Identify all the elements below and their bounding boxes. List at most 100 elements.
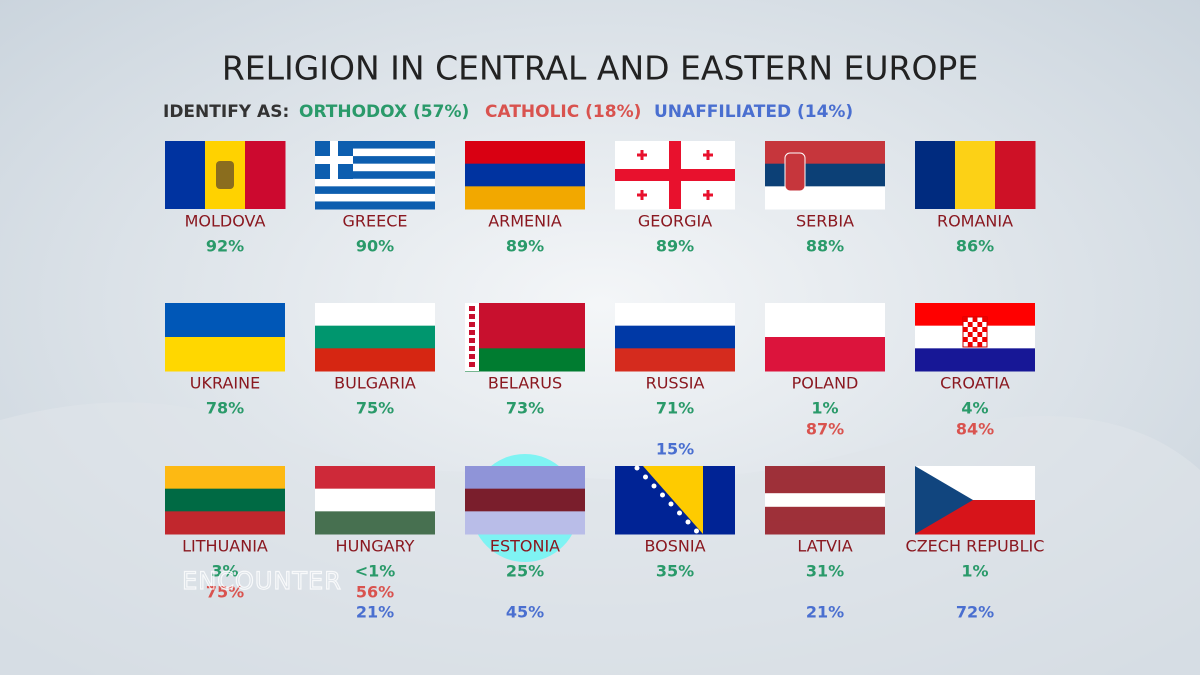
orthodox-share: 71% — [656, 399, 694, 418]
flag-stripe — [315, 148, 435, 157]
country-name: SERBIA — [796, 212, 854, 231]
flag-checker — [977, 332, 983, 337]
flag-stripe — [315, 171, 435, 180]
flag-stripe — [315, 193, 435, 202]
flag-stripe — [465, 511, 585, 535]
flag-stripe — [315, 348, 435, 372]
flag-small-cross — [640, 190, 644, 200]
flag-star — [694, 528, 699, 534]
flag-stripe — [315, 511, 435, 535]
orthodox-share: 92% — [206, 237, 244, 256]
flag-stripe — [765, 479, 885, 494]
flag-checker — [963, 317, 968, 322]
country-name: LATVIA — [797, 537, 852, 556]
flag — [915, 303, 1035, 372]
flag-stripe — [465, 186, 585, 210]
catholic-share: 75% — [206, 583, 244, 602]
flag-triangle — [643, 466, 703, 534]
flag-checker — [963, 327, 968, 332]
orthodox-share: 73% — [506, 399, 544, 418]
flag-stripe — [955, 141, 996, 209]
orthodox-share: 31% — [806, 562, 844, 581]
country-name: LITHUANIA — [182, 537, 268, 556]
flag-stripe — [465, 466, 585, 490]
flag — [615, 465, 735, 535]
flag-stripe — [165, 488, 285, 512]
flag-checker — [972, 327, 978, 332]
flag-stripe — [315, 466, 435, 490]
flag — [465, 454, 585, 562]
flag — [465, 303, 585, 372]
flag-checker — [977, 322, 983, 327]
flag-stripe — [915, 303, 1035, 327]
flag — [315, 303, 435, 372]
orthodox-share: 4% — [961, 399, 988, 418]
orthodox-share: 1% — [811, 399, 838, 418]
orthodox-share: 1% — [961, 562, 988, 581]
flag-stripe — [315, 163, 435, 172]
flag-stripe — [765, 493, 885, 508]
country-name: BULGARIA — [334, 374, 416, 393]
watermark: ENCOUNTER — [182, 567, 342, 595]
country-name: ESTONIA — [490, 537, 560, 556]
orthodox-share: 3% — [211, 562, 238, 581]
legend: IDENTIFY AS: ORTHODOX (57%) CATHOLIC (18… — [163, 102, 853, 122]
flag-stripe — [765, 141, 885, 165]
flag-ornament — [465, 303, 479, 371]
country-name: GREECE — [342, 212, 407, 231]
flag-stripe — [765, 506, 885, 521]
flag-stripe — [765, 466, 885, 481]
flag-checker — [963, 337, 968, 342]
unaffiliated-share: 21% — [806, 603, 844, 622]
orthodox-share: 35% — [656, 562, 694, 581]
orthodox-share: 25% — [506, 562, 544, 581]
flag — [915, 141, 1036, 209]
flag-small-cross — [706, 150, 710, 160]
flag-stripe — [995, 141, 1036, 209]
flag — [165, 303, 285, 372]
flag-small-cross — [706, 190, 710, 200]
unaffiliated-share: 45% — [506, 603, 544, 622]
flag-ornament — [469, 362, 475, 367]
flag-checker — [972, 337, 978, 342]
flag-cross — [669, 141, 681, 209]
flag-ornament — [469, 354, 475, 359]
flag-checker — [982, 327, 987, 332]
flag — [765, 141, 885, 210]
flag-ornament — [469, 330, 475, 335]
flag-checker — [972, 317, 978, 322]
flag — [765, 303, 885, 372]
flag-stripe — [765, 186, 885, 210]
flag-stripe — [315, 178, 435, 187]
legend-unaffiliated: UNAFFILIATED (14%) — [654, 102, 853, 122]
flag-stripe — [465, 141, 585, 165]
flag-stripe — [465, 163, 585, 187]
flag-cross — [330, 141, 338, 179]
country-name: BOSNIA — [644, 537, 705, 556]
flag-star — [643, 474, 648, 480]
country-name: POLAND — [792, 374, 859, 393]
flag-checker — [977, 342, 983, 347]
flag-stripe — [915, 348, 1035, 372]
flag-star — [660, 492, 665, 498]
country-name: ROMANIA — [937, 212, 1013, 231]
orthodox-share: 86% — [956, 237, 994, 256]
flag-emblem — [216, 161, 234, 189]
flag-stripe — [765, 520, 885, 535]
flag-stripe — [165, 141, 206, 209]
catholic-share: 56% — [356, 583, 394, 602]
flag — [465, 141, 585, 210]
flag — [165, 141, 286, 209]
catholic-share: 84% — [956, 420, 994, 439]
flag-ornament — [469, 314, 475, 319]
flag — [315, 466, 435, 535]
unaffiliated-share: 21% — [356, 603, 394, 622]
country-name: ARMENIA — [488, 212, 562, 231]
flag-stripe — [315, 141, 435, 150]
legend-label: IDENTIFY AS: — [163, 102, 289, 122]
flag-stripe — [315, 303, 435, 327]
flag-checker — [982, 317, 987, 322]
flag-emblem — [784, 152, 806, 192]
flag-ornament — [469, 338, 475, 343]
orthodox-share: 88% — [806, 237, 844, 256]
